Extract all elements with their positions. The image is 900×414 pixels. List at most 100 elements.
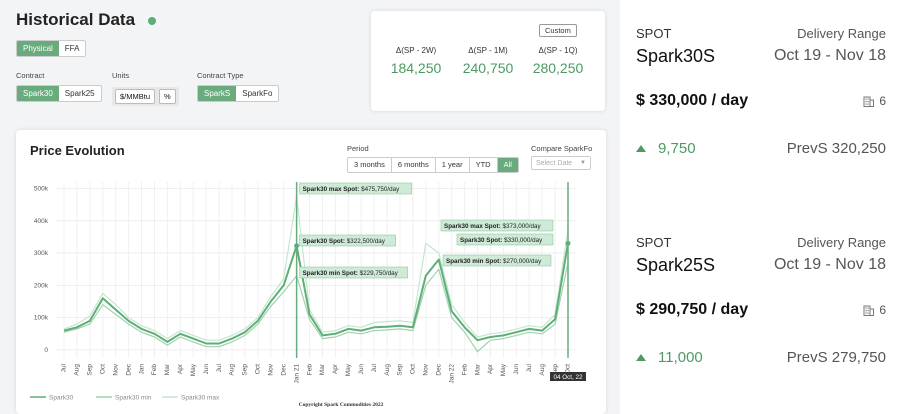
period-6-months[interactable]: 6 months — [392, 158, 436, 172]
x-tick-label: Jun — [358, 364, 365, 375]
contract-option-spark30[interactable]: Spark30 — [17, 86, 59, 101]
legend-label: Spark30 — [49, 395, 74, 402]
price-chart[interactable]: Jul Aug Sep Oct Nov Dec Jan Feb Mar Apr May Jun Jul A… — [16, 130, 606, 414]
series-line-spark30-max — [63, 195, 569, 341]
tooltip-box — [442, 254, 552, 267]
contract-type-toggle: SparkS SparkFo — [197, 85, 280, 102]
arrow-up-icon — [636, 354, 646, 361]
tooltip-text: Spark30 min Spot: $229,750/day — [303, 270, 399, 277]
tooltip-text: Spark30 min Spot: $270,000/day — [446, 258, 542, 265]
type-option-sparkfo[interactable]: SparkFo — [242, 89, 273, 98]
chevron-down-icon: ▼ — [580, 160, 586, 166]
period-1-year[interactable]: 1 year — [436, 158, 470, 172]
x-tick-label: Sep — [397, 364, 404, 376]
assessment-count: 6 — [863, 94, 886, 108]
tooltip-max-spot: Spark30 max Spot: $373,000/day — [440, 219, 554, 232]
x-tick-label: May — [500, 363, 507, 376]
historical-data-panel: Historical Data Physical FFA Contract Sp… — [0, 0, 620, 414]
spot-summary-panel: SPOT Delivery Range Spark30S Oct 19 - No… — [620, 0, 900, 414]
page-title: Historical Data — [16, 10, 136, 29]
spot-price: $ 330,000 / day — [636, 92, 749, 109]
cursor-date-box — [550, 372, 586, 381]
custom-button[interactable]: Custom — [539, 24, 577, 37]
tooltip-text: Spark30 max Spot: $475,750/day — [303, 186, 400, 193]
tooltip-text: Spark30 max Spot: $373,000/day — [444, 223, 541, 230]
price-change-value: 11,000 — [658, 349, 703, 366]
delta-label: Δ(SP - 1M) — [468, 46, 508, 55]
y-tick-label: 300k — [34, 250, 49, 257]
type-option-sparks[interactable]: SparkS — [198, 86, 237, 101]
series-line-spark30-min — [63, 262, 569, 353]
x-tick-label: May — [190, 363, 197, 376]
price-change: 9,750 — [636, 140, 696, 157]
spot-price: $ 290,750 / day — [636, 301, 749, 318]
unit-option-percent[interactable]: % — [159, 89, 176, 104]
delivery-range-label: Delivery Range — [797, 235, 886, 250]
x-tick-label: Nov — [423, 363, 430, 375]
tooltip-box — [299, 182, 412, 195]
units-toggle: $/MMBtu % — [112, 87, 179, 106]
x-tick-label: Mar — [164, 363, 171, 375]
legend-label: Spark30 max — [181, 395, 220, 402]
x-tick-label: Feb — [461, 364, 468, 376]
x-tick-label: Aug — [539, 364, 546, 376]
unit-option-usd-mmbtu[interactable]: $/MMBtu — [115, 89, 156, 104]
x-tick-label: Oct — [410, 364, 417, 374]
delta-value: 280,250 — [532, 60, 584, 76]
tooltip-box — [440, 219, 554, 232]
tooltip-spot: Spark30 Spot: $330,000/day — [456, 233, 554, 246]
delta-1q: Δ(SP - 1Q) 280,250 — [523, 46, 593, 76]
spot-kind-label: SPOT — [636, 235, 672, 250]
period-all[interactable]: All — [497, 158, 518, 172]
spot-kind-label: SPOT — [636, 26, 672, 41]
tooltip-text: Spark30 Spot: $322,500/day — [303, 238, 386, 245]
contract-label: Contract — [16, 71, 45, 80]
x-tick-label: Aug — [229, 364, 236, 376]
building-icon — [863, 305, 875, 316]
x-tick-label: Apr — [177, 363, 184, 374]
x-tick-label: Jul — [371, 363, 378, 372]
delta-2w: Δ(SP - 2W) 184,250 — [381, 46, 451, 76]
period-3-months[interactable]: 3 months — [348, 158, 392, 172]
x-tick-label: Sep — [87, 364, 94, 376]
mode-tab-physical[interactable]: Physical — [17, 41, 59, 56]
contract-option-spark25[interactable]: Spark25 — [64, 89, 95, 98]
x-tick-label: Nov — [267, 363, 274, 375]
legend-label: Spark30 min — [115, 395, 152, 402]
x-tick-label: Apr — [487, 363, 494, 374]
x-tick-label: Feb — [306, 364, 313, 376]
period-ytd[interactable]: YTD — [470, 158, 498, 172]
x-tick-label: May — [345, 363, 352, 376]
previous-price: PrevS 279,750 — [786, 349, 886, 366]
delta-1m: Δ(SP - 1M) 240,750 — [453, 46, 523, 76]
x-tick-label: Oct — [255, 364, 262, 374]
spot-contract-name: Spark30S — [636, 46, 716, 66]
period-selector: 3 months 6 months 1 year YTD All — [347, 157, 519, 173]
x-tick-label: Jan — [138, 364, 145, 375]
y-tick-label: 400k — [34, 218, 49, 225]
x-tick-label: Jul — [526, 363, 533, 372]
delivery-range-label: Delivery Range — [797, 26, 886, 41]
tooltip-max-spot: Spark30 max Spot: $475,750/day — [299, 182, 412, 195]
tooltip-box — [299, 266, 408, 279]
mode-tab-ffa[interactable]: FFA — [64, 44, 80, 53]
x-tick-label: Jan 21 — [293, 364, 300, 384]
x-tick-label: Dec — [280, 363, 287, 375]
mode-toggle: Physical FFA — [16, 40, 87, 57]
tooltip-min-spot: Spark30 min Spot: $229,750/day — [299, 266, 408, 279]
units-label: Units — [112, 71, 130, 80]
previous-price: PrevS 320,250 — [786, 140, 886, 157]
x-tick-label: Mar — [474, 363, 481, 375]
contract-type-label: Contract Type — [197, 71, 244, 80]
delta-card: Custom Δ(SP - 2W) 184,250 Δ(SP - 1M) 240… — [371, 11, 605, 111]
delivery-range-value: Oct 19 - Nov 18 — [773, 256, 886, 273]
x-tick-label: Jan 22 — [448, 364, 455, 384]
tooltip-min-spot: Spark30 min Spot: $270,000/day — [442, 254, 552, 267]
tooltip-box — [299, 234, 396, 247]
x-tick-label: Feb — [151, 364, 158, 376]
x-tick-label: Jul — [216, 363, 223, 372]
x-tick-label: Jul — [61, 363, 68, 372]
delta-value: 184,250 — [390, 60, 442, 76]
compare-date-select[interactable]: Select Date ▼ — [531, 156, 591, 170]
y-tick-label: 200k — [34, 282, 49, 289]
